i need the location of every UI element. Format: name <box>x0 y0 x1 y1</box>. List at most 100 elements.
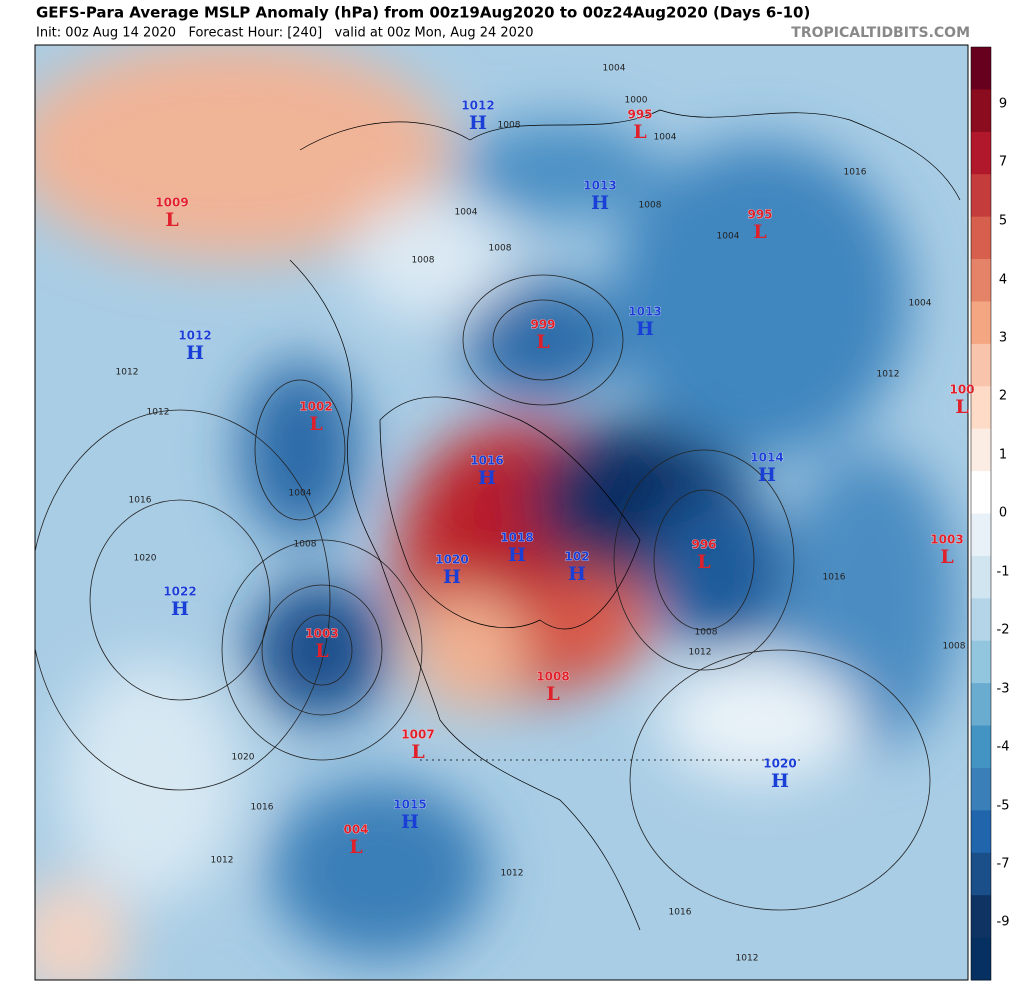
center-letter: L <box>349 836 362 858</box>
isobar-label: 1020 <box>134 554 157 564</box>
center-letter: L <box>697 551 710 573</box>
center-value: 1022 <box>163 585 196 599</box>
colorbar-swatch <box>971 386 991 430</box>
isobar-labels: 1004 1000 1008 1004 1008 1004 1008 1004 1012 1012… <box>116 64 966 964</box>
isobar-label: 1016 <box>129 496 152 506</box>
colorbar-swatch <box>971 471 991 514</box>
colorbar-swatch <box>971 216 991 260</box>
center-value: 1009 <box>155 196 188 210</box>
center-letter: H <box>443 566 461 588</box>
isobar-label: 1012 <box>116 368 139 378</box>
center-value: 1020 <box>435 553 468 567</box>
center-value: 995 <box>747 208 772 222</box>
center-value: 996 <box>691 538 716 552</box>
center-letter: H <box>568 563 586 585</box>
center-letter: L <box>411 741 424 763</box>
credit: TROPICALTIDBITS.COM <box>791 25 970 41</box>
center-letter: L <box>536 331 549 353</box>
colorbar-tick-label: -2 <box>997 623 1010 638</box>
isobar-label: 1008 <box>943 642 966 652</box>
colorbar-tick-label: 3 <box>999 331 1007 346</box>
colorbar-swatch <box>971 174 991 218</box>
map-border <box>34 44 969 981</box>
center-letter: H <box>636 318 654 340</box>
isobar-label: 1004 <box>654 133 677 143</box>
center-value: 004 <box>343 823 368 837</box>
center-value: 1003 <box>930 533 963 547</box>
center-value: 1020 <box>763 757 796 771</box>
center-letter: L <box>753 221 766 243</box>
center-letter: L <box>955 396 968 418</box>
isobar-label: 1016 <box>844 168 867 178</box>
center-value: 1018 <box>500 531 533 545</box>
subtitle: Init: 00z Aug 14 2020 Forecast Hour: [24… <box>36 26 533 41</box>
colorbar-tick-label: 0 <box>999 506 1007 521</box>
center-value: 102 <box>564 550 589 564</box>
colorbar-tick-label: -7 <box>997 857 1010 872</box>
colorbar-swatch <box>971 428 991 472</box>
colorbar-swatch <box>971 767 991 811</box>
isobar-label: 1012 <box>211 856 234 866</box>
center-letter: L <box>546 683 559 705</box>
colorbar-swatch <box>971 301 991 345</box>
isobar-label: 1008 <box>498 121 521 131</box>
colorbar-tick-label: -4 <box>997 740 1010 755</box>
center-value: 1015 <box>393 798 426 812</box>
center-value: 1016 <box>470 454 503 468</box>
center-value: 1008 <box>536 670 569 684</box>
colorbar-tick-label: 9 <box>999 97 1007 112</box>
isobar-label: 1008 <box>294 540 317 550</box>
colorbar-swatch <box>971 259 991 302</box>
center-value: 1012 <box>461 99 494 113</box>
colorbar-swatch <box>971 683 991 727</box>
colorbar-swatch <box>971 89 991 133</box>
isobar-label: 1000 <box>625 96 648 106</box>
center-value: 100 <box>949 383 974 397</box>
isobar-label: 1008 <box>489 244 512 254</box>
colorbar-tick-label: -1 <box>997 565 1010 580</box>
colorbar-swatch <box>971 852 991 896</box>
colorbar-tick-label: -3 <box>997 682 1010 697</box>
colorbar-tick-label: 4 <box>999 273 1007 288</box>
isobar-label: 1004 <box>289 489 312 499</box>
colorbar-tick-label: 2 <box>999 389 1007 404</box>
center-letter: L <box>315 640 328 662</box>
isobar-label: 1020 <box>232 753 255 763</box>
isobar-label: 1008 <box>639 201 662 211</box>
isobar-label: 1004 <box>717 232 740 242</box>
center-letter: L <box>940 546 953 568</box>
colorbar-swatch <box>971 937 991 981</box>
colorbar-swatch <box>971 598 991 642</box>
center-letter: H <box>478 467 496 489</box>
center-letter: H <box>758 464 776 486</box>
center-value: 999 <box>530 318 555 332</box>
center-letter: H <box>771 770 789 792</box>
isobar-label: 1012 <box>147 408 170 418</box>
colorbar-tick-label: -5 <box>997 799 1010 814</box>
colorbar-frame <box>970 46 992 981</box>
title: GEFS-Para Average MSLP Anomaly (hPa) fro… <box>36 4 810 22</box>
isobar-label: 1004 <box>909 299 932 309</box>
isobar-label: 1016 <box>823 573 846 583</box>
colorbar-swatch <box>971 810 991 854</box>
center-letter: H <box>591 192 609 214</box>
colorbar-swatch <box>971 640 991 684</box>
isobar-label: 1016 <box>669 908 692 918</box>
center-value: 1013 <box>583 179 616 193</box>
colorbar-swatch <box>971 343 991 387</box>
isobar-label: 1012 <box>501 869 524 879</box>
center-value: 1013 <box>628 305 661 319</box>
isobar-label: 1008 <box>695 628 718 638</box>
isobar-label: 1012 <box>736 954 759 964</box>
center-letter: H <box>186 342 204 364</box>
isobar-label: 1004 <box>603 64 626 74</box>
colorbar-tick-label: 5 <box>999 214 1007 229</box>
center-value: 1014 <box>750 451 783 465</box>
center-letter: L <box>309 413 322 435</box>
isobar-label: 1012 <box>689 648 712 658</box>
center-value: 1007 <box>401 728 434 742</box>
center-value: 1003 <box>305 627 338 641</box>
center-value: 1002 <box>299 400 332 414</box>
